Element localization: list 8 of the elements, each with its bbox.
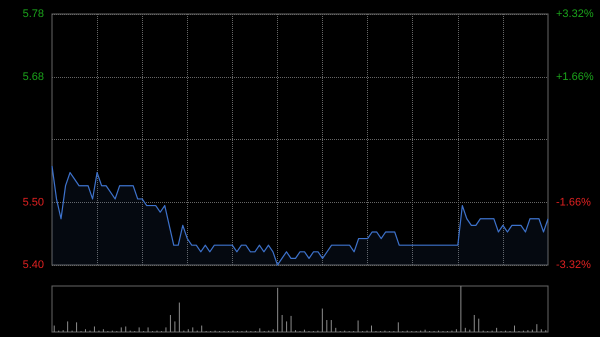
y-tick-label: 5.78 [22,8,44,20]
y2-tick-label: +1.66% [556,70,594,83]
y-tick-label: 5.50 [22,196,44,208]
y2-tick-label: +3.32% [556,8,594,20]
y2-tick-label: -1.66% [556,196,592,208]
y-tick-label: 5.68 [22,70,44,83]
y-tick-label: 5.40 [22,259,44,271]
y2-tick-label: -3.32% [556,259,592,271]
